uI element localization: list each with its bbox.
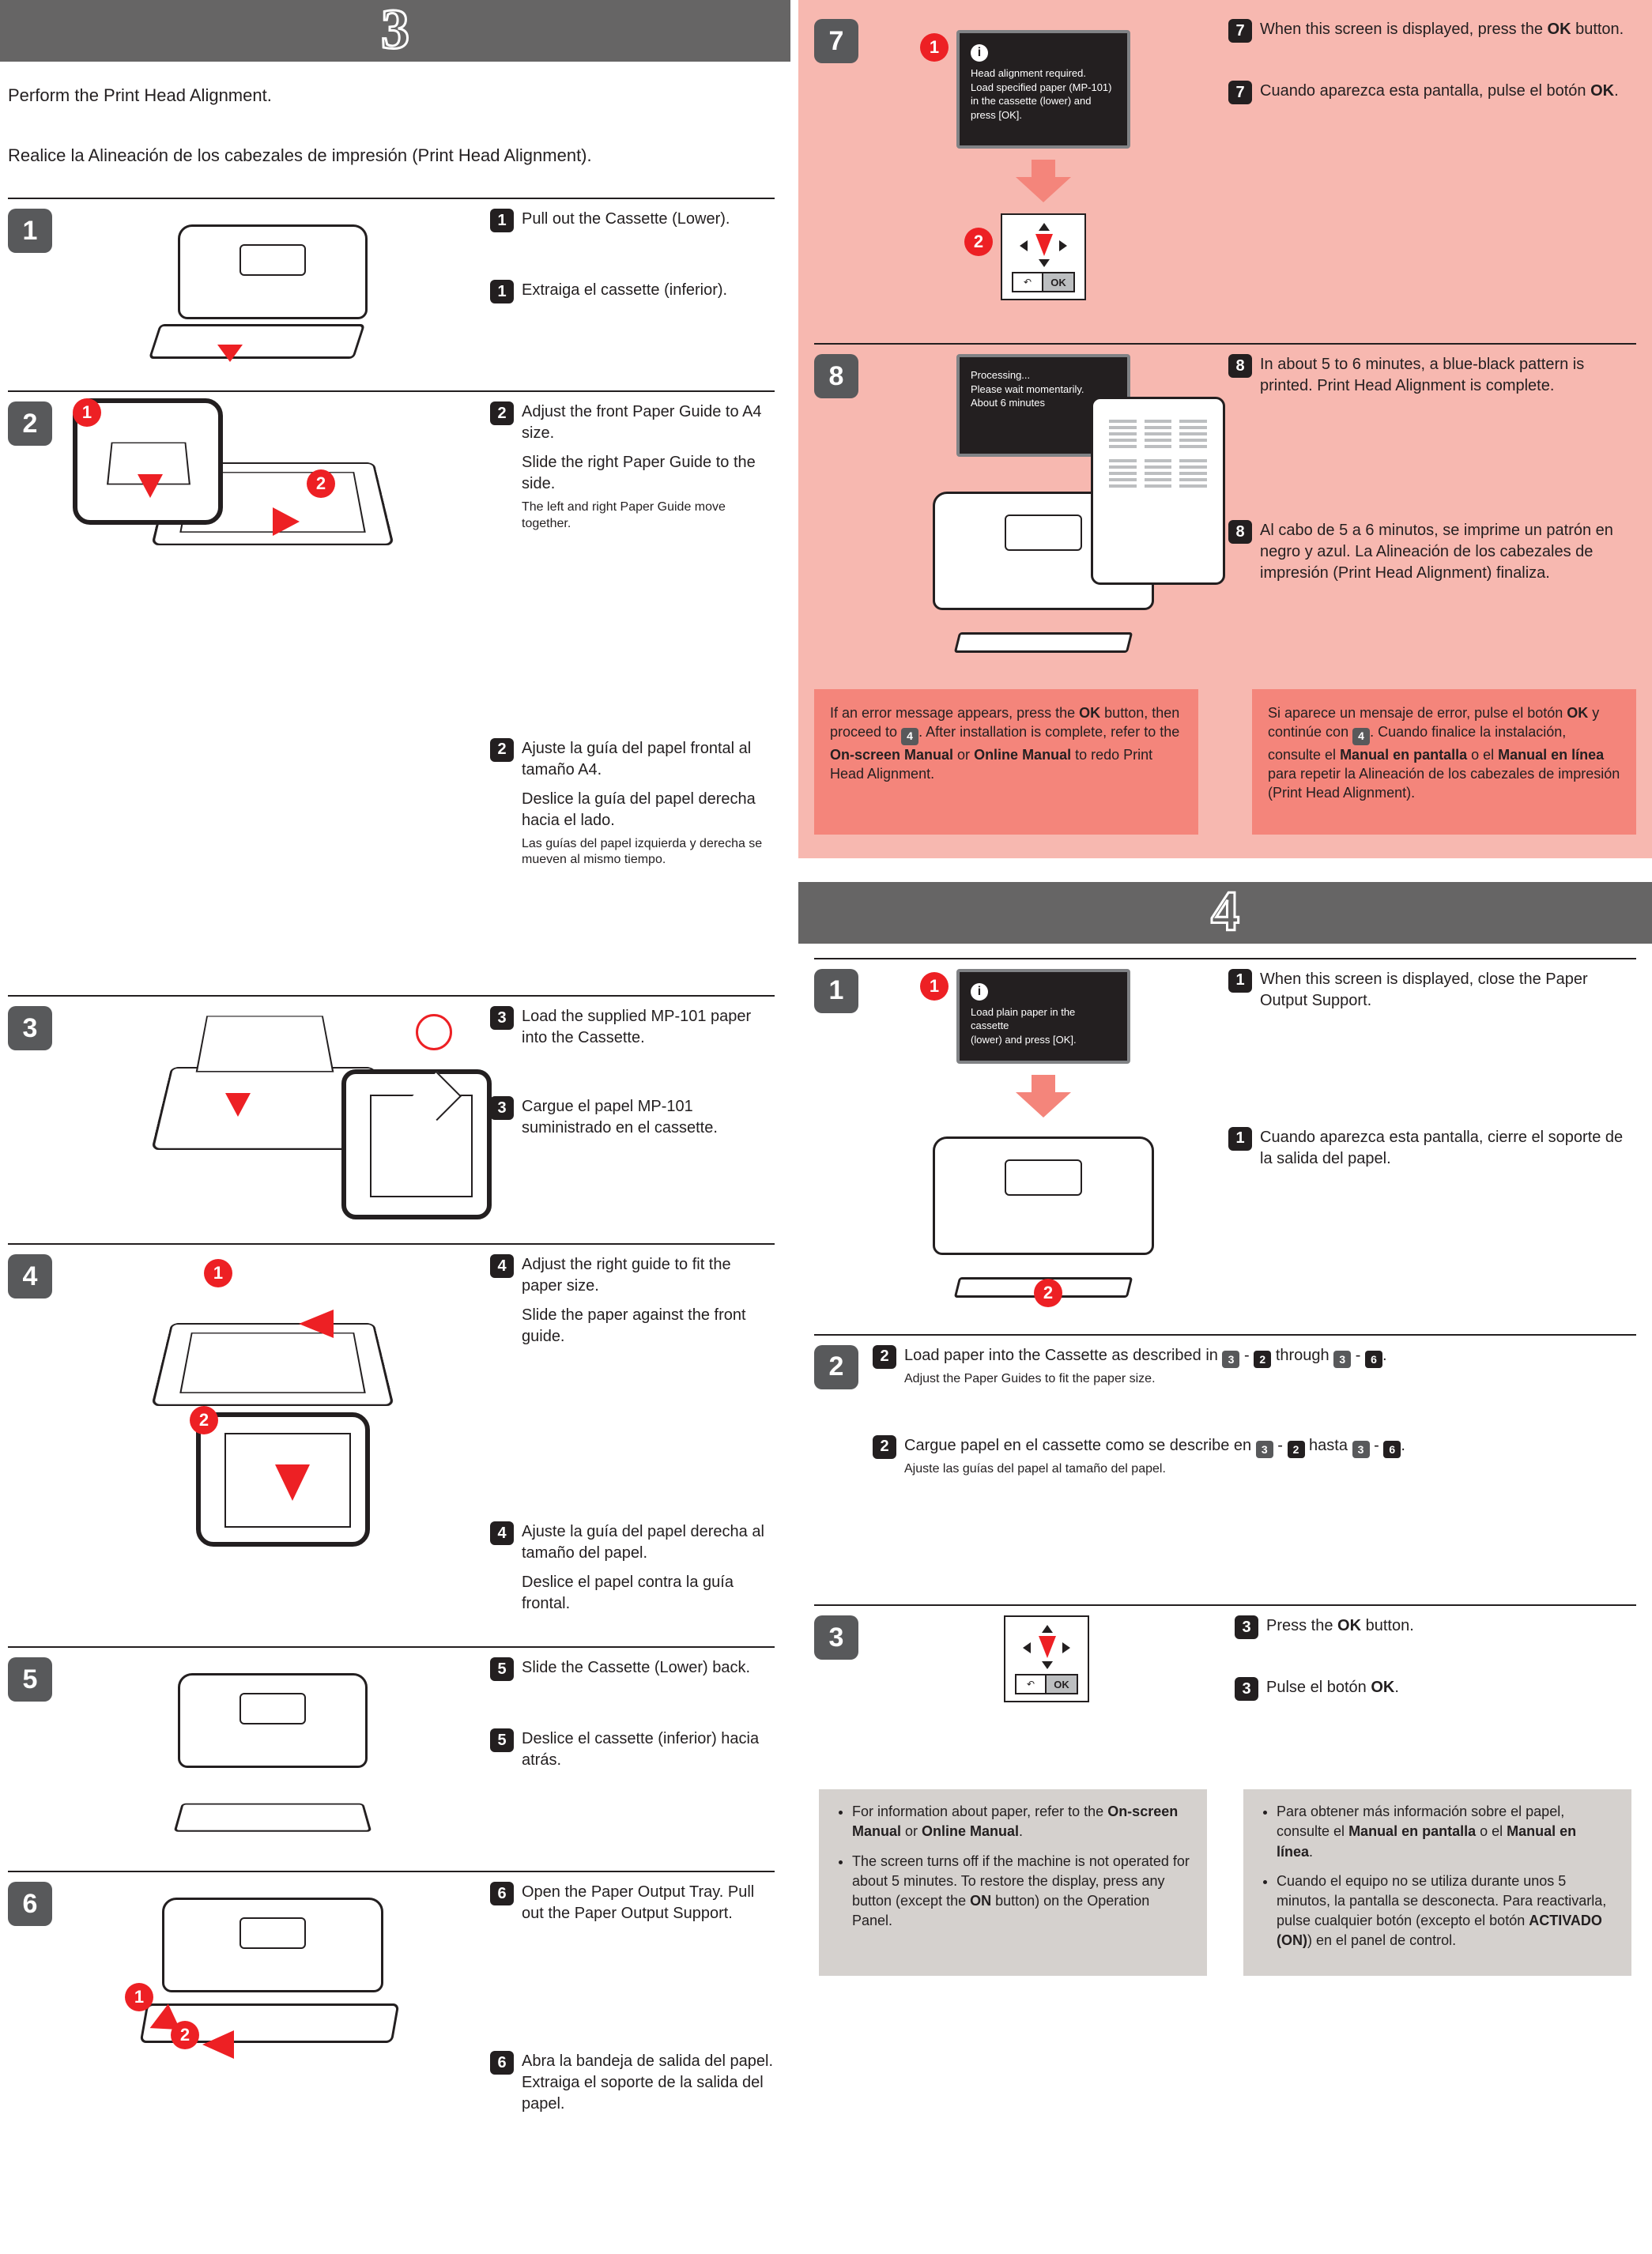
- s4-step-1: 1 1 iLoad plain paper in the cassette (l…: [814, 958, 1636, 1302]
- step-2: 2 1 2 2 Adjust the front Paper Guide t: [8, 390, 775, 869]
- right-column: 7 1 iHead alignment required. Load speci…: [790, 0, 1652, 2170]
- section-3-intro-en: Perform the Print Head Alignment.: [8, 85, 775, 106]
- step-5-illustration: [70, 1657, 476, 1839]
- s4-step-2: 2 2 Load paper into the Cassette as desc…: [814, 1334, 1636, 1526]
- step-1-illustration: [70, 209, 476, 359]
- ok-panel: ↶OK: [1001, 213, 1086, 300]
- section-3-intro-es: Realice la Alineación de los cabezales d…: [8, 145, 775, 166]
- s4-step-3: 3 ↶OK 3Press the OK button. 3Pulse el bo…: [814, 1604, 1636, 1758]
- error-warning: If an error message appears, press the O…: [814, 689, 1636, 835]
- step-3: 3 3Load the supplied MP-101 paper into t…: [8, 995, 775, 1212]
- down-arrow-icon: [1016, 160, 1071, 202]
- step-6: 6 1 2 6Open the Paper Output Tray. Pull …: [8, 1871, 775, 2115]
- step-1: 1 1Pull out the Cassette (Lower). 1Extra…: [8, 198, 775, 359]
- down-arrow-icon: [1016, 1075, 1071, 1118]
- s4-step-1-printer: [893, 1113, 1194, 1302]
- step-2-num: 2: [8, 401, 52, 446]
- step-4-illustration: 1 2: [70, 1254, 476, 1555]
- step-2-illustration: 1 2: [70, 401, 476, 654]
- step-3-illustration: [70, 1006, 476, 1212]
- step-7: 7 1 iHead alignment required. Load speci…: [814, 16, 1636, 311]
- s4-step-1-lcd: iLoad plain paper in the cassette (lower…: [956, 969, 1130, 1064]
- section-3-banner: 3: [0, 0, 790, 62]
- step-4: 4 1 2 4 Adjust the right guide to fit th…: [8, 1243, 775, 1615]
- section-4-number: 4: [1211, 883, 1239, 940]
- step-7-lcd: iHead alignment required. Load specified…: [956, 30, 1130, 149]
- step-1-num: 1: [8, 209, 52, 253]
- section-3-number: 3: [381, 1, 409, 58]
- step-8: 8 Processing... Please wait momentarily.…: [814, 343, 1636, 658]
- section-3-right-pink: 7 1 iHead alignment required. Load speci…: [798, 0, 1652, 858]
- step-5: 5 5Slide the Cassette (Lower) back. 5Des…: [8, 1646, 775, 1839]
- section-3-left: 3 Perform the Print Head Alignment. Real…: [0, 0, 790, 2170]
- s4-ok-panel: ↶OK: [1004, 1615, 1089, 1702]
- section-4-banner: 4: [798, 882, 1652, 944]
- paper-info-boxes: For information about paper, refer to th…: [819, 1789, 1631, 1976]
- page: 3 Perform the Print Head Alignment. Real…: [0, 0, 1652, 2170]
- step-6-illustration: 1 2: [70, 1882, 476, 2048]
- alignment-sheet-preview: [1091, 397, 1225, 585]
